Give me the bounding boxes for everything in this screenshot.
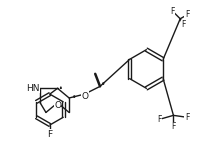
Text: O: O — [81, 92, 88, 101]
Text: •: • — [101, 80, 105, 89]
Text: O: O — [54, 101, 61, 110]
Text: F: F — [158, 115, 162, 124]
Text: F: F — [170, 7, 175, 15]
Text: •: • — [59, 86, 62, 91]
Text: F: F — [185, 113, 189, 122]
Text: F: F — [171, 122, 176, 131]
Text: HN: HN — [26, 84, 39, 93]
Text: F: F — [47, 130, 52, 139]
Text: F: F — [185, 10, 189, 19]
Text: F: F — [181, 20, 185, 29]
Text: •: • — [59, 86, 62, 91]
Text: •: • — [59, 85, 62, 90]
Text: •: • — [72, 93, 77, 103]
